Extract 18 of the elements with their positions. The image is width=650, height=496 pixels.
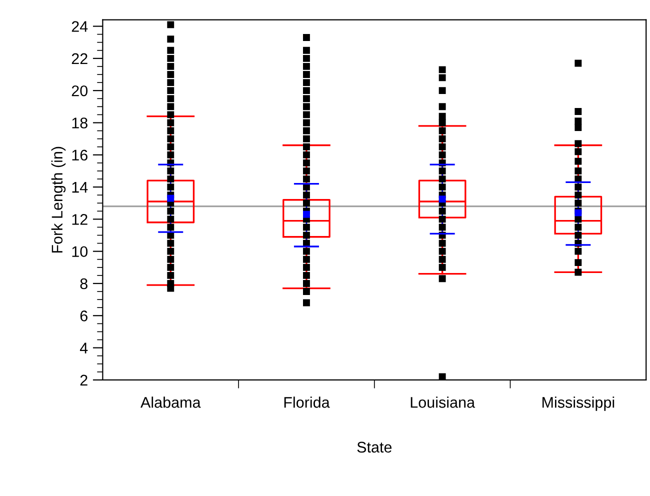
y-tick-label: 22	[72, 53, 88, 64]
x-axis-title: State	[357, 442, 392, 453]
y-axis-title: Fork Length (in)	[51, 146, 66, 253]
y-tick-label: 14	[72, 182, 88, 193]
y-tick-label: 12	[72, 214, 88, 225]
x-tick-label: Florida	[284, 396, 330, 408]
y-tick-label: 24	[72, 21, 88, 32]
y-tick-label: 18	[72, 118, 88, 128]
y-tick-label: 10	[72, 246, 88, 258]
y-tick-label: 6	[80, 310, 88, 322]
x-tick-label: Louisiana	[410, 396, 476, 408]
y-tick-label: 16	[72, 150, 88, 161]
y-tick-label: 2	[80, 374, 88, 386]
y-tick-label: 20	[72, 85, 88, 96]
y-tick-label: 8	[80, 278, 88, 290]
y-tick-label: 4	[80, 342, 88, 354]
x-tick-label: Mississippi	[542, 396, 614, 411]
x-tick-label: Alabama	[140, 396, 201, 408]
